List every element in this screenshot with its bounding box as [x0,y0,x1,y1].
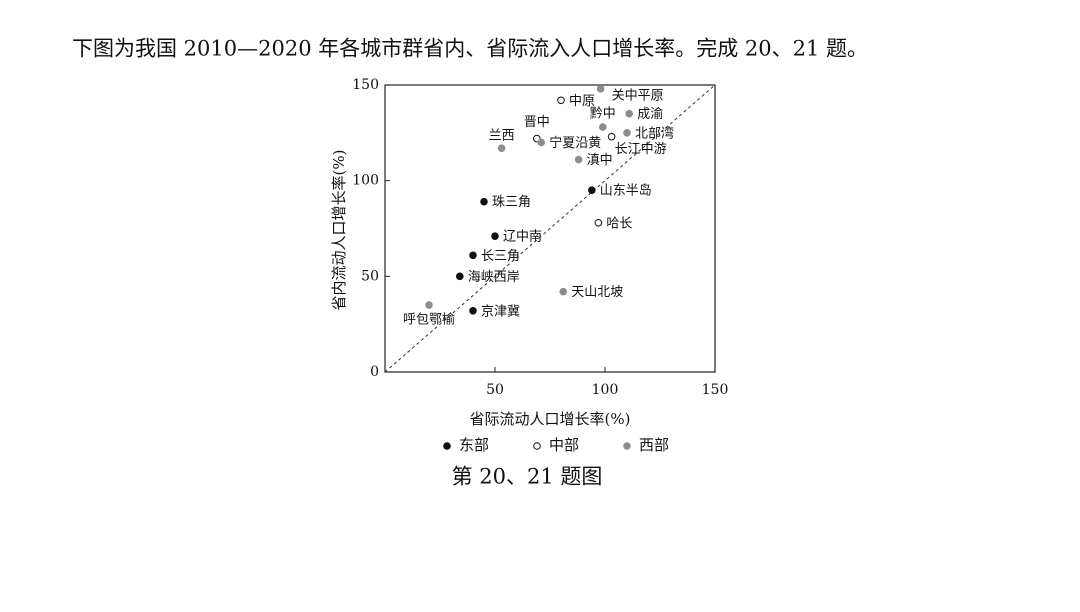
point-label: 黔中 [590,107,616,122]
point [559,287,568,296]
point [594,218,603,227]
point-label: 兰西 [489,129,515,144]
point-label: 晋中 [524,115,550,130]
legend-marker [623,442,631,450]
y-tick-label: 0 [370,364,379,380]
point-label: 珠三角 [492,195,531,210]
legend-label: 西部 [639,436,669,454]
x-tick-label: 150 [702,382,729,398]
point-label: 京津冀 [481,303,520,319]
x-axis-title: 省际流动人口增长率(%) [470,410,631,428]
point-label: 天山北坡 [571,285,623,300]
legend-marker [443,442,451,450]
point [480,197,488,206]
point [599,123,607,131]
legend-label: 中部 [549,436,579,454]
point-label: 滇中 [587,153,613,168]
point [497,144,506,152]
y-tick-label: 150 [352,77,379,93]
point-label: 关中平原 [612,88,664,103]
point-label: 宁夏沿黄 [549,135,601,151]
point [456,272,464,281]
y-tick-label: 50 [361,268,379,284]
point-label: 长江中游 [615,142,667,157]
point [596,85,605,93]
figure-caption: 第 20、21 题图 [452,465,603,489]
point [588,186,596,195]
y-axis-title: 省内流动人口增长率(%) [330,150,348,311]
point [623,129,631,137]
point-label: 成渝 [637,106,663,122]
point [607,132,616,141]
point-label: 北部湾 [635,125,674,141]
point [625,109,634,118]
point [469,306,477,315]
point-label: 呼包鄂榆 [403,313,455,328]
reference-line [384,84,716,373]
point [469,251,477,260]
point [491,232,499,240]
point-label: 海峡西岸 [468,270,520,285]
y-tick-label: 100 [352,173,379,189]
x-tick-label: 50 [486,382,504,398]
point-label: 辽中南 [503,229,542,245]
plot-frame [384,84,716,373]
point [425,301,433,309]
point [537,138,546,147]
point-label: 哈长 [606,216,632,231]
legend-marker [533,442,541,450]
legend-label: 东部 [459,436,489,454]
point-label: 山东半岛 [600,183,652,199]
point-label: 长三角 [481,249,520,264]
question-text: 下图为我国 2010—2020 年各城市群省内、省际流入人口增长率。完成 20、… [72,37,868,61]
point [574,155,583,164]
point [557,96,565,105]
point-label: 中原 [569,94,595,109]
x-tick-label: 100 [592,382,619,398]
